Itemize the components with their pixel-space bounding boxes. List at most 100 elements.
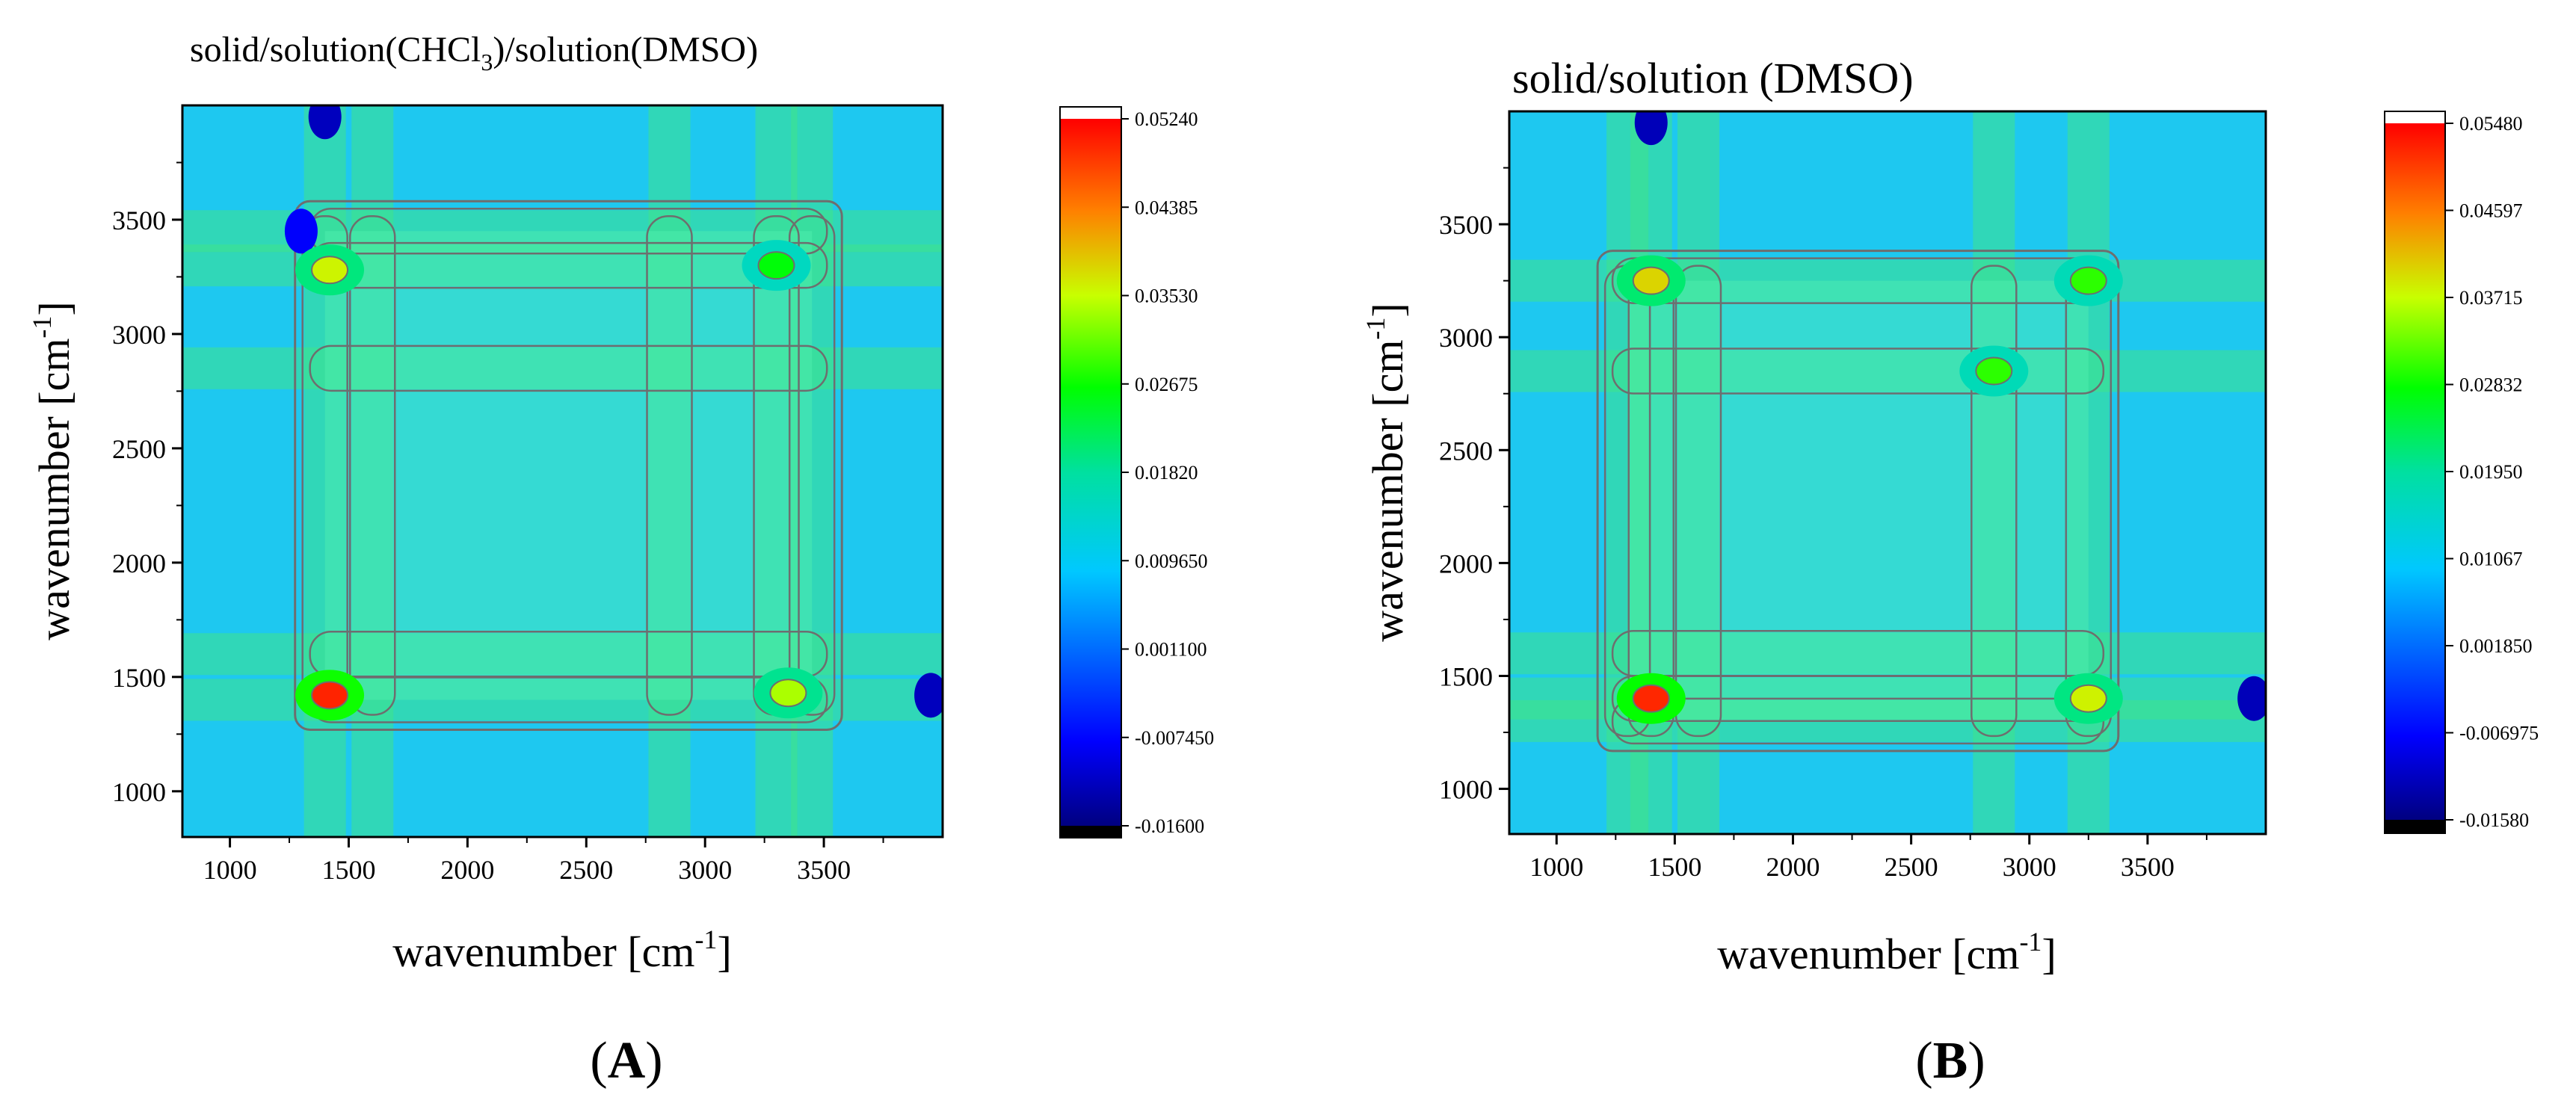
panel-a-colorbar-tick-label-7: -0.007450	[1135, 727, 1214, 749]
panel-b-x-tick-label-3: 2500	[1885, 852, 1938, 882]
panel-a-colorbar-tick-label-3: 0.02675	[1135, 374, 1198, 395]
panel-b-x-tick-label-5: 3500	[2121, 852, 2175, 882]
panel-b-colorbar-tick-label-0: 0.05480	[2459, 113, 2523, 135]
panel-b-colorbar-gradient	[2385, 123, 2445, 820]
panel-a-central-region	[324, 231, 813, 700]
panel-a-title: solid/solution(CHCl3)/solution(DMSO)	[190, 30, 758, 75]
panel-b-y-tick-label-1: 1500	[1439, 661, 1493, 691]
panel-b-colorbar-black-cap	[2385, 820, 2445, 833]
panel-a-y-tick-label-3: 2500	[112, 434, 166, 464]
panel-b-contours	[1596, 250, 2120, 753]
panel-a-x-tick-label-4: 3000	[678, 855, 732, 885]
panel-a-contour-col-1	[349, 215, 396, 716]
panel-b-peak-1	[1632, 266, 1670, 295]
panel-a-negative-1	[914, 673, 943, 718]
panel-b-y-tick-label-4: 3000	[1439, 323, 1493, 353]
panel-a-colorbar-white-cap	[1060, 107, 1121, 119]
panel-b-colorbar: 0.05480 0.04597 0.03715 0.02832 0.01950 0.010…	[2384, 111, 2539, 834]
panel-b-colorbar-tick-label-4: 0.01950	[2459, 461, 2523, 483]
panel-b-contour-row-2	[1611, 630, 2105, 677]
panel-b-colorbar-tick-label-2: 0.03715	[2459, 287, 2523, 309]
panel-b-colorbar-tick-label-5: 0.01067	[2459, 549, 2523, 570]
panel-b-colorbar-tick-label-1: 0.04597	[2459, 200, 2523, 222]
panel-b-title: solid/solution (DMSO)	[1512, 54, 1914, 102]
panel-b-y-tick-label-2: 2000	[1439, 549, 1493, 578]
panel-b-negative-0	[1634, 111, 1668, 146]
panel-a-x-tick-label-2: 2000	[440, 855, 494, 885]
panel-b-x-ticks: 1000 1500 2000 2500 3000 3500	[1529, 834, 2207, 882]
panel-a: solid/solution(CHCl3)/solution(DMSO) 100…	[27, 30, 1214, 1090]
panel-b-peak-4	[2069, 266, 2107, 295]
panel-a-x-tick-label-0: 1000	[203, 855, 257, 885]
panel-b-contour-row-3	[1611, 348, 2105, 395]
panel-b-contour-outer	[1596, 250, 2120, 753]
panel-b-plot-area[interactable]	[1509, 100, 2270, 834]
panel-a-colorbar-black-cap	[1060, 826, 1121, 838]
panel-b-hband-3	[1509, 350, 2266, 392]
panel-b-colorbar-ticks: 0.05480 0.04597 0.03715 0.02832 0.01950 0.010…	[2446, 113, 2539, 831]
panel-b-y-tick-label-0: 1000	[1439, 775, 1493, 805]
panel-a-peak-2	[769, 679, 807, 708]
panel-a-colorbar-tick-label-2: 0.03530	[1135, 285, 1198, 307]
panel-b-label: (B)	[1915, 1032, 1985, 1090]
panel-b-x-tick-label-2: 2000	[1766, 852, 1820, 882]
panel-a-peak-3	[757, 251, 795, 280]
panel-a-peaks	[284, 105, 943, 721]
panel-b-peak-2	[2069, 684, 2107, 713]
panel-b-central-region	[1627, 280, 2089, 721]
panel-b-colorbar-tick-label-7: -0.006975	[2459, 723, 2539, 744]
panel-b-negative-1	[2237, 676, 2266, 721]
panel-a-contour-row-2	[309, 345, 828, 392]
panel-b-colorbar-tick-label-8: -0.01580	[2459, 809, 2529, 831]
panel-a-y-tick-label-0: 1000	[112, 777, 166, 807]
panel-a-peak-0	[311, 681, 349, 710]
panel-a-label: (A)	[590, 1032, 662, 1090]
panel-b-peak-0	[1632, 684, 1670, 713]
panel-a-negative-0	[308, 105, 342, 140]
panel-b-colorbar-tick-label-6: 0.001850	[2459, 635, 2533, 657]
panel-b-contour-col-2	[1674, 265, 1722, 738]
panel-a-x-tick-label-3: 2500	[559, 855, 613, 885]
panel-a-colorbar-tick-label-5: 0.009650	[1135, 550, 1208, 572]
panel-b-vband-3	[1973, 111, 2015, 834]
panel-b-colorbar-white-cap	[2385, 111, 2445, 123]
panel-a-y-tick-label-1: 1500	[112, 663, 166, 693]
panel-a-y-tick-label-5: 3500	[112, 206, 166, 235]
panel-b-y-axis-label: wavenumber [cm-1]	[1361, 303, 1412, 642]
panel-a-x-tick-label-5: 3500	[797, 855, 851, 885]
panel-b-y-tick-label-5: 3500	[1439, 210, 1493, 240]
panel-a-y-tick-label-4: 3000	[112, 320, 166, 350]
panel-a-contour-col-2	[646, 215, 693, 716]
panel-a-colorbar-tick-label-6: 0.001100	[1135, 639, 1207, 661]
panel-b-peaks	[1616, 111, 2266, 724]
panel-a-contour-col-4	[788, 215, 836, 716]
panel-a-colorbar-ticks: 0.05240 0.04385 0.03530 0.02675 0.01820 0.009…	[1121, 108, 1214, 837]
panel-a-x-ticks: 1000 1500 2000 2500 3000 3500	[203, 837, 884, 885]
panel-a-colorbar-tick-label-1: 0.04385	[1135, 197, 1198, 218]
panel-a-x-tick-label-1: 1500	[321, 855, 375, 885]
panel-a-contour-outer	[294, 200, 843, 731]
panel-a-colorbar-gradient	[1060, 119, 1121, 826]
panel-b-hband-2	[1509, 632, 2266, 675]
panel-a-colorbar: 0.05240 0.04385 0.03530 0.02675 0.01820 0.009…	[1059, 106, 1214, 838]
panel-a-colorbar-tick-label-4: 0.01820	[1135, 462, 1198, 484]
panel-a-x-axis-label: wavenumber [cm-1]	[392, 924, 732, 976]
panel-a-colorbar-tick-label-0: 0.05240	[1135, 108, 1198, 130]
panel-b-x-tick-label-1: 1500	[1648, 852, 1701, 882]
panel-a-y-ticks: 1000 1500 2000 2500 3000 3500	[112, 161, 182, 807]
panel-b: solid/solution (DMSO) 1000 1500 2000 2500 30…	[1361, 54, 2539, 1090]
panel-b-contour-col-3	[1970, 265, 2018, 738]
panel-a-y-tick-label-2: 2000	[112, 549, 166, 578]
panel-a-colorbar-tick-label-8: -0.01600	[1135, 815, 1204, 837]
panel-b-colorbar-tick-label-3: 0.02832	[2459, 374, 2523, 396]
panel-a-negative-2	[284, 209, 318, 254]
panel-b-frame	[1508, 110, 2267, 836]
panel-a-peak-1	[311, 256, 349, 285]
panel-a-plot-area[interactable]	[182, 94, 947, 837]
panel-b-y-ticks: 1000 1500 2000 2500 3000 3500	[1439, 167, 1509, 805]
panel-b-vband-2	[1677, 111, 1719, 834]
panel-a-contour-row-1	[309, 631, 828, 678]
panel-a-frame	[181, 104, 944, 838]
panel-b-peak-3	[1975, 356, 2013, 386]
